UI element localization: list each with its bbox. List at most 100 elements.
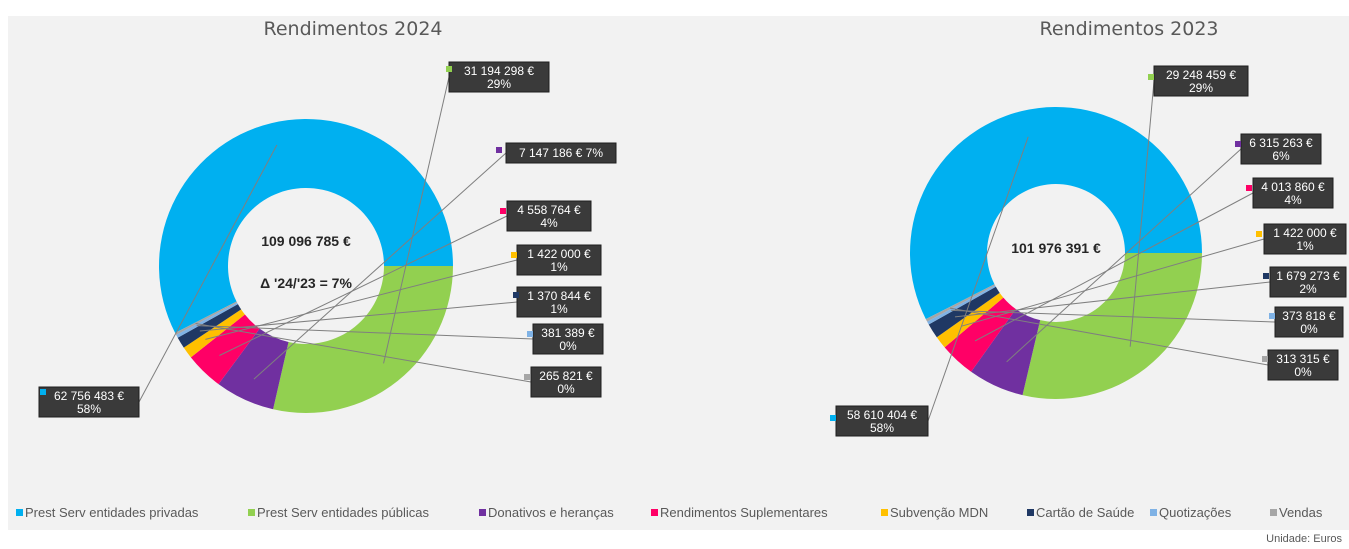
data-label-box <box>1252 177 1334 209</box>
data-label-box <box>505 142 617 164</box>
legend-swatch <box>1270 509 1277 516</box>
legend-label: Prest Serv entidades privadas <box>25 505 199 520</box>
data-label-value: 7 147 186 € 7% <box>519 146 603 160</box>
data-label-percent: 0% <box>559 339 577 353</box>
leader-line <box>951 309 1276 323</box>
slice-vendas <box>925 284 996 322</box>
data-label: 381 389 €0% <box>527 323 604 355</box>
data-label-swatch <box>40 389 46 395</box>
center-delta-2024: Δ '24/'23 = 7% <box>260 275 352 291</box>
data-label-box <box>516 286 602 318</box>
data-label: 265 821 €0% <box>524 366 602 398</box>
data-label-value: 58 610 404 € <box>847 408 917 422</box>
leader-line <box>949 307 1269 366</box>
data-label-swatch <box>1269 313 1275 319</box>
legend-item-vendas: Vendas <box>1270 505 1323 520</box>
data-label-percent: 6% <box>1272 149 1290 163</box>
leader-line <box>974 192 1254 342</box>
data-label-percent: 2% <box>1299 282 1317 296</box>
data-label-percent: 1% <box>1296 239 1314 253</box>
data-label-percent: 0% <box>1294 365 1312 379</box>
data-label-percent: 29% <box>1189 81 1213 95</box>
slice-prest-serv-entidades-privadas <box>158 118 453 333</box>
data-label-percent: 0% <box>1300 322 1318 336</box>
data-label-box <box>506 200 592 232</box>
legend-label: Cartão de Saúde <box>1036 505 1134 520</box>
legend-item-donativos-e-herancas: Donativos e heranças <box>479 505 614 520</box>
data-label: 1 422 000 €1% <box>511 244 602 276</box>
chart-title-2024: Rendimentos 2024 <box>263 18 442 40</box>
data-label-value: 373 818 € <box>1282 309 1336 323</box>
center-total-2023: 101 976 391 € <box>1011 240 1101 256</box>
leader-line <box>196 325 534 340</box>
legend-label: Quotizações <box>1159 505 1232 520</box>
data-label: 313 315 €0% <box>1262 349 1339 381</box>
data-label-swatch <box>511 252 517 258</box>
slice-subvencao-mdn <box>183 309 245 358</box>
data-label-swatch <box>1262 356 1268 362</box>
center-total-2024: 109 096 785 € <box>261 233 351 249</box>
data-label: 4 013 860 €4% <box>1246 177 1334 209</box>
data-label: 1 679 273 €2% <box>1263 266 1347 298</box>
slice-subvencao-mdn <box>936 292 1004 348</box>
data-label-value: 6 315 263 € <box>1249 136 1313 150</box>
data-label-percent: 4% <box>1284 193 1302 207</box>
data-label-swatch <box>1256 231 1262 237</box>
data-label-swatch <box>830 415 836 421</box>
leader-line <box>927 136 1029 422</box>
legend-label: Rendimentos Suplementares <box>660 505 828 520</box>
donut-2023: 58 610 404 €58% 29 248 459 €29% 6 315 263 … <box>830 65 1347 437</box>
data-label-box <box>532 323 604 355</box>
data-label-swatch <box>513 292 519 298</box>
data-label: 6 315 263 €6% <box>1235 133 1322 165</box>
slice-prest-serv-entidades-publicas <box>1022 253 1202 399</box>
data-label-percent: 4% <box>540 216 558 230</box>
data-label-value: 265 821 € <box>539 369 593 383</box>
slice-donativos-e-herancas <box>971 309 1041 396</box>
data-label-swatch <box>1235 141 1241 147</box>
data-label-value: 4 013 860 € <box>1261 180 1325 194</box>
leader-line <box>219 215 508 356</box>
data-label: 62 756 483 €58% <box>38 386 140 418</box>
data-label-box <box>835 405 929 437</box>
data-label-swatch <box>1246 185 1252 191</box>
data-label-value: 381 389 € <box>541 326 595 340</box>
legend-swatch <box>1150 509 1157 516</box>
legend-label: Prest Serv entidades públicas <box>257 505 429 520</box>
legend-item-cartao-de-saude: Cartão de Saúde <box>1027 505 1134 520</box>
slice-cartao-de-saude <box>928 286 1000 338</box>
data-label-percent: 29% <box>487 77 511 91</box>
data-label-swatch <box>500 208 506 214</box>
data-label-percent: 1% <box>550 302 568 316</box>
leader-line <box>199 301 518 332</box>
legend-label: Donativos e heranças <box>488 505 614 520</box>
legend-swatch <box>881 509 888 516</box>
legend-item-quotizacoes: Quotizações <box>1150 505 1232 520</box>
legend-item-prest-serv-entidades-privadas: Prest Serv entidades privadas <box>16 505 199 520</box>
legend-swatch <box>479 509 486 516</box>
data-label-box <box>448 61 550 93</box>
data-label: 1 370 844 €1% <box>513 286 602 318</box>
data-label-box <box>1274 306 1344 338</box>
data-label-box <box>38 386 140 418</box>
data-label: 31 194 298 €29% <box>446 61 550 93</box>
data-label-box <box>1269 266 1347 298</box>
data-label-box <box>1267 349 1339 381</box>
leader-line <box>961 238 1265 327</box>
data-label-box <box>1153 65 1249 97</box>
leader-line <box>1006 148 1242 363</box>
slice-donativos-e-herancas <box>218 328 289 410</box>
data-label: 29 248 459 €29% <box>1148 65 1249 97</box>
slice-vendas <box>175 301 238 335</box>
slice-quotizacoes <box>927 285 996 325</box>
donut-2024: 62 756 483 €58% 31 194 298 €29% 7 147 186 … <box>38 61 617 418</box>
legend-item-rendimentos-suplementares: Rendimentos Suplementares <box>651 505 828 520</box>
leader-line <box>954 281 1271 318</box>
data-label-percent: 0% <box>557 382 575 396</box>
chart-title-2023: Rendimentos 2023 <box>1039 18 1218 40</box>
data-label-swatch <box>446 66 452 72</box>
data-label-value: 1 422 000 € <box>527 247 591 261</box>
data-label-swatch <box>496 147 502 153</box>
legend-label: Vendas <box>1279 505 1323 520</box>
